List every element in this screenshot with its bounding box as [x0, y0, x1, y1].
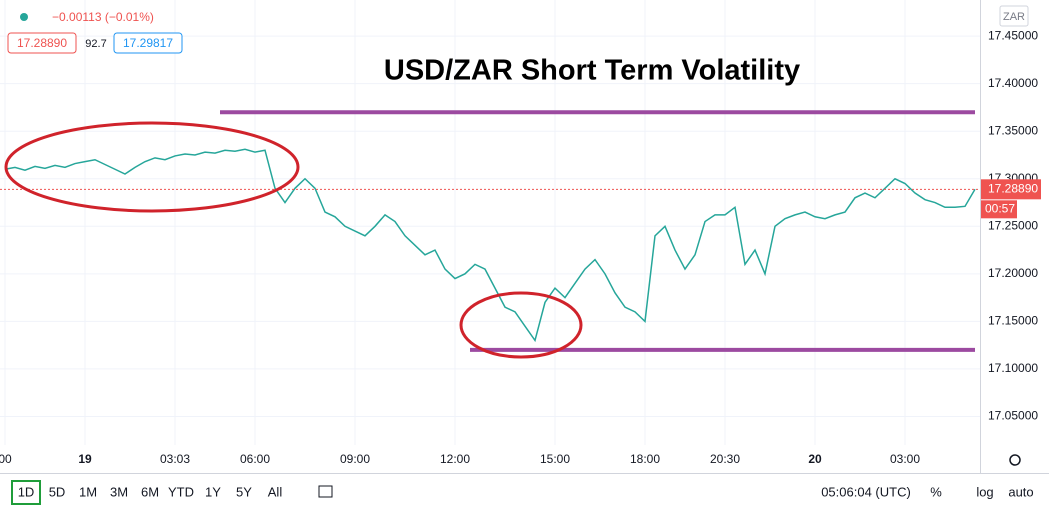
- y-tick-label: 17.35000: [988, 123, 1038, 137]
- y-tick-label: 17.45000: [988, 28, 1038, 42]
- x-tick-label: 20:30: [710, 452, 740, 466]
- x-tick-label: 06:00: [240, 452, 270, 466]
- range-button[interactable]: 6M: [141, 484, 159, 499]
- range-button[interactable]: 5D: [49, 484, 66, 499]
- active-range: [11, 480, 41, 505]
- x-tick-label: 00: [0, 452, 12, 466]
- x-tick-label: 20: [808, 452, 822, 466]
- compare-icon[interactable]: [318, 485, 333, 498]
- price-line: [4, 148, 976, 343]
- x-tick-label: 03:03: [160, 452, 190, 466]
- range-button[interactable]: 5Y: [236, 484, 252, 499]
- chart-title: USD/ZAR Short Term Volatility: [384, 55, 800, 87]
- ask-box: [113, 32, 183, 54]
- y-tick-label: 17.25000: [988, 218, 1038, 232]
- status-dot: [20, 13, 28, 21]
- x-tick-label: 15:00: [540, 452, 570, 466]
- range-button[interactable]: 3M: [110, 484, 128, 499]
- range-button[interactable]: 1Y: [205, 484, 221, 499]
- current-price-label: 17.28890: [988, 181, 1038, 195]
- plot: 17.05000 17.10000 17.15000 17.20000 17.25000…: [0, 28, 1041, 466]
- current-price-box: [981, 179, 1041, 200]
- highlight-ellipse: [459, 291, 583, 359]
- range-button[interactable]: YTD: [168, 484, 194, 499]
- y-tick-label: 17.05000: [988, 409, 1038, 423]
- currency: ZAR: [1003, 11, 1025, 23]
- range-button[interactable]: All: [268, 484, 283, 499]
- x-tick-label: 12:00: [440, 452, 470, 466]
- log-toggle[interactable]: log: [976, 484, 993, 499]
- x-tick-label: 18:00: [630, 452, 660, 466]
- y-tick-label: 17.40000: [988, 76, 1038, 90]
- toolbar: % log auto 05:06:04 (UTC) 1D 5D 1M 3M 6M YTD 1…: [11, 454, 1034, 505]
- auto-toggle[interactable]: auto: [1008, 484, 1033, 499]
- percent-toggle[interactable]: %: [930, 484, 942, 499]
- y-tick-label: 17.10000: [988, 361, 1038, 375]
- countdown-box: [981, 200, 1017, 219]
- settings-icon[interactable]: [1009, 454, 1021, 466]
- ask: 17.29817: [123, 36, 173, 50]
- x-tick-label: 19: [78, 452, 92, 466]
- highlight-ellipse: [4, 121, 300, 213]
- bid-box: [7, 32, 77, 54]
- currency-box: [999, 5, 1029, 27]
- spread: 92.7: [85, 38, 106, 50]
- bid: 17.28890: [17, 36, 67, 50]
- x-tick-label: 09:00: [340, 452, 370, 466]
- y-tick-label: 17.20000: [988, 266, 1038, 280]
- y-tick-label: 17.15000: [988, 314, 1038, 328]
- x-tick-label: 03:00: [890, 452, 920, 466]
- change: −0.00113 (−0.01%): [52, 10, 154, 24]
- countdown: 00:57: [985, 201, 1015, 215]
- range-button[interactable]: 1D: [18, 484, 35, 499]
- range-button[interactable]: 1M: [79, 484, 97, 499]
- icon: [318, 485, 333, 498]
- icon: [1009, 454, 1021, 466]
- clock: 05:06:04 (UTC): [821, 484, 911, 499]
